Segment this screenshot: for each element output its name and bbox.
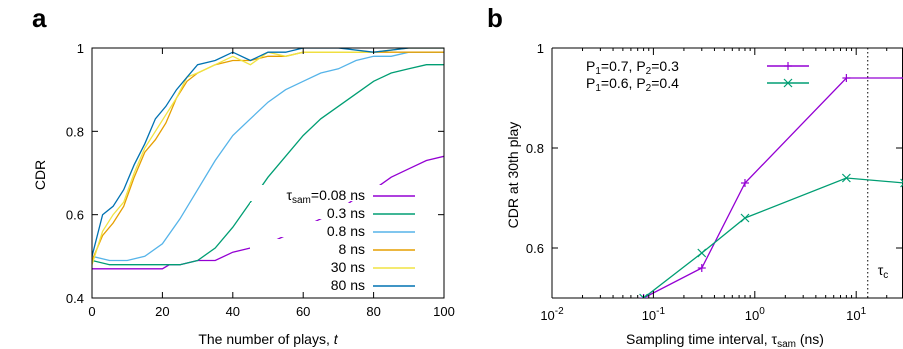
panel-a-ytick-label: 0.4 xyxy=(66,291,84,306)
panel-b-point xyxy=(740,213,750,223)
panel-b-point xyxy=(900,178,903,188)
panel-b-point xyxy=(639,293,648,298)
panel-b-xtick-label: 10-1 xyxy=(642,306,666,323)
legend-entry-bg xyxy=(250,239,425,255)
legend-entry-label: 0.8 ns xyxy=(327,223,365,239)
legend-entry-bg xyxy=(250,275,425,291)
panel-a-label: a xyxy=(32,3,47,33)
panel-a-frame xyxy=(91,47,445,299)
panel-a-series-lines xyxy=(92,48,444,270)
panel-a-ytick-label: 0.8 xyxy=(66,124,84,139)
panel-a-xtick-label: 0 xyxy=(88,304,95,319)
panel-a-ytick-label: 1 xyxy=(77,41,84,56)
panel-b-ticks: 10-210-11001011020.60.81 xyxy=(526,41,902,323)
panel-b-xtick-label: 100 xyxy=(745,306,765,323)
panel-b-point xyxy=(842,74,851,82)
panel-b-legend: P1=0.7, P2=0.3P1=0.6, P2=0.4 xyxy=(586,58,809,94)
panel-b-legend-marker xyxy=(783,78,793,88)
panel-a-ytick-label: 0.6 xyxy=(66,208,84,223)
panel-b-legend-marker xyxy=(784,62,792,70)
legend-entry-label: 30 ns xyxy=(331,259,365,275)
panel-b: b τc 10-210-11001011020.60.81 CDR at 30t… xyxy=(487,3,903,349)
panel-b-series-line-0 xyxy=(643,77,903,298)
panel-b-series xyxy=(639,74,903,298)
panel-a-legend: τsam=0.08 ns0.3 ns 0.8 ns 8 ns 30 ns 80 ns xyxy=(250,185,425,293)
panel-a-ticks: 0 20 40 60 80 100 0.4 0.6 0.8 1 xyxy=(66,41,455,319)
legend-entry-bg xyxy=(250,203,425,219)
legend-entry-label: 8 ns xyxy=(339,241,365,257)
panel-b-xtick-label: 101 xyxy=(846,306,866,323)
legend-entry-bg xyxy=(250,185,425,201)
panel-b-ytick-label: 0.8 xyxy=(526,141,544,156)
panel-b-xtick-label: 10-2 xyxy=(540,306,564,323)
panel-b-point xyxy=(841,173,851,183)
legend-entry-label: 0.3 ns xyxy=(327,205,365,221)
panel-b-series-line-1 xyxy=(643,177,903,298)
panel-b-legend-label: P1=0.7, P2=0.3 xyxy=(586,58,679,77)
panel-b-xlabel: Sampling time interval, τsam (ns) xyxy=(626,331,824,349)
panel-a: a 0 20 40 60 80 100 0.4 0.6 0.8 1 CDR The number … xyxy=(32,3,455,347)
panel-a-series-line-2 xyxy=(92,51,444,262)
panel-a-ylabel: CDR xyxy=(32,160,48,190)
panel-b-legend-label: P1=0.6, P2=0.4 xyxy=(586,75,679,94)
panel-a-xtick-label: 40 xyxy=(226,304,240,319)
panel-a-xtick-label: 20 xyxy=(155,304,169,319)
panel-b-point xyxy=(697,248,707,258)
panel-a-series-line-5 xyxy=(92,48,444,257)
panel-a-plot-area xyxy=(91,47,445,299)
panel-a-xtick-label: 100 xyxy=(433,304,455,319)
panel-b-point xyxy=(900,77,903,79)
panel-b-vline-label: τc xyxy=(878,262,889,281)
legend-entry-label: 80 ns xyxy=(331,277,365,293)
panel-b-ylabel: CDR at 30th play xyxy=(505,122,521,229)
panel-a-series-line-4 xyxy=(92,48,444,265)
panel-b-point xyxy=(740,179,749,187)
legend-entry-bg xyxy=(250,221,425,237)
panel-a-series-line-1 xyxy=(92,64,444,266)
panel-b-point xyxy=(697,264,706,272)
panel-a-xlabel: The number of plays, t xyxy=(198,331,338,347)
panel-a-xtick-label: 80 xyxy=(366,304,380,319)
panel-a-xtick-label: 60 xyxy=(296,304,310,319)
panel-b-ytick-label: 1 xyxy=(537,41,544,56)
panel-b-ytick-label: 0.6 xyxy=(526,241,544,256)
panel-b-label: b xyxy=(487,3,503,33)
legend-entry-label: τsam=0.08 ns xyxy=(286,187,365,206)
legend-entry-bg xyxy=(250,257,425,273)
